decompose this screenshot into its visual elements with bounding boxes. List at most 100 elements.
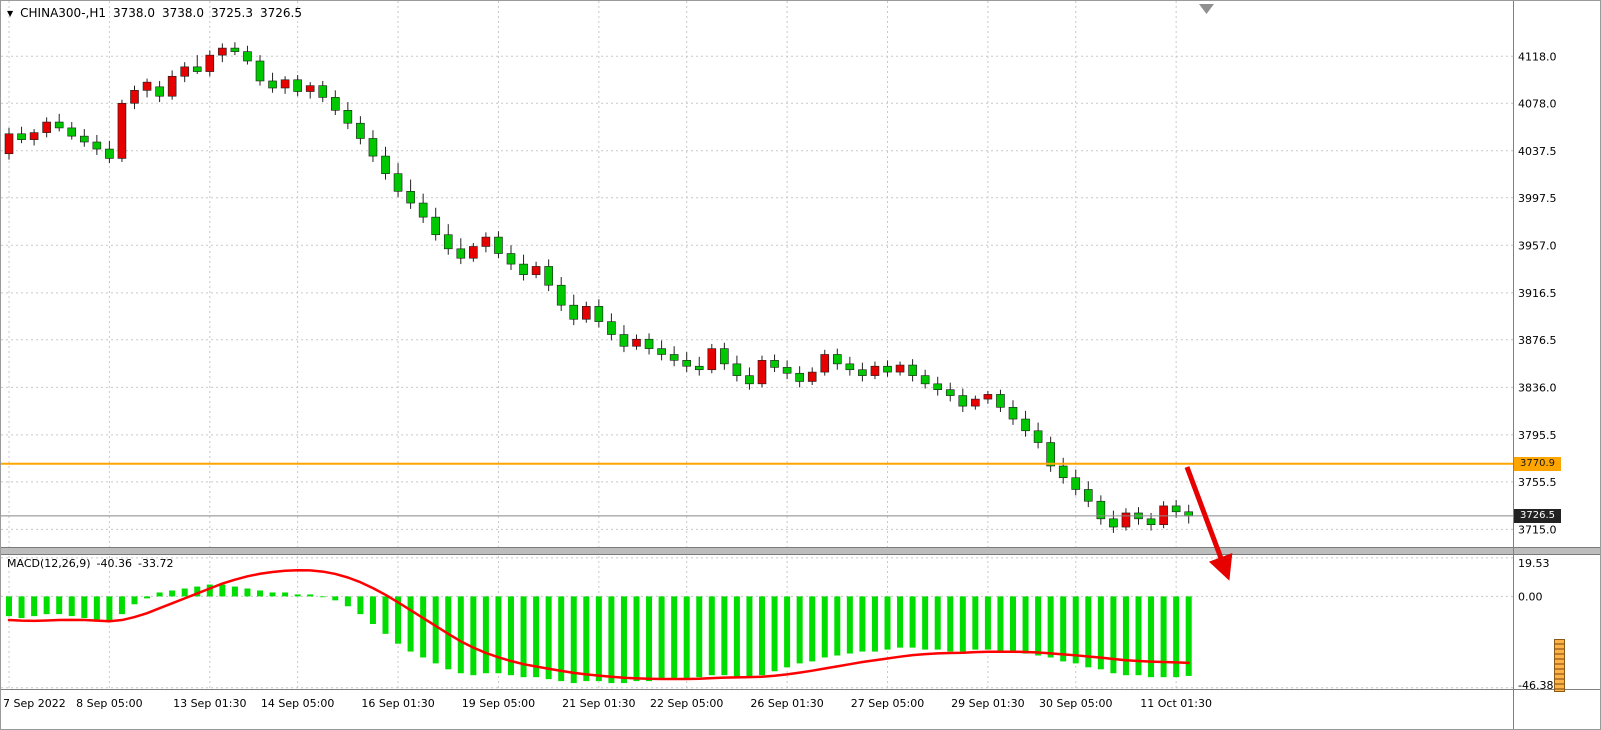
time-axis-label: 26 Sep 01:30 (750, 697, 823, 710)
candle-body (581, 306, 591, 320)
macd-bar (1072, 596, 1079, 664)
macd-tick-label: 19.53 (1518, 557, 1550, 570)
candle-body (644, 338, 654, 349)
candle-body (494, 236, 503, 254)
candle-body (167, 75, 177, 97)
macd-bar (934, 596, 941, 650)
macd-bar (257, 590, 263, 597)
macd-bar (1022, 596, 1029, 654)
macd-bar (169, 590, 176, 597)
macd-bar (1135, 596, 1142, 676)
candle-body (1159, 505, 1168, 525)
ohlc-open-value: 3738.0 (113, 6, 155, 20)
orange-level-price-badge: 3770.9 (1514, 457, 1561, 471)
candle-body (1121, 512, 1131, 528)
macd-bar (294, 594, 301, 597)
macd-bar (796, 596, 803, 664)
candle-body (318, 85, 328, 98)
symbol-info-bar: ▼ CHINA300-,H1 3738.0 3738.0 3725.3 3726… (7, 6, 302, 20)
candle-body (757, 360, 767, 385)
macd-bar (118, 596, 125, 615)
macd-bar (633, 596, 640, 682)
time-axis-label: 8 Sep 05:00 (76, 697, 142, 710)
candle-body (1046, 442, 1055, 467)
macd-bar (620, 596, 627, 684)
macd-bar (81, 596, 88, 619)
candle-body (1184, 511, 1193, 517)
macd-bar (470, 596, 477, 676)
macd-bar (646, 596, 653, 682)
trend-arrow-annotation (1184, 466, 1233, 581)
candle-body (17, 133, 26, 140)
macd-bar (809, 596, 816, 662)
candle-body (1071, 477, 1081, 490)
symbol-dropdown-icon[interactable]: ▼ (7, 8, 14, 18)
price-tick-label: 4118.0 (1518, 50, 1557, 63)
macd-bar (319, 596, 326, 598)
candle-body (456, 248, 466, 259)
candle-body (807, 371, 817, 382)
macd-bar (1110, 596, 1117, 674)
candle-body (682, 360, 692, 367)
candle-body (243, 51, 252, 62)
macd-bar (194, 586, 201, 597)
candle-body (1021, 418, 1030, 432)
macd-bar (43, 596, 50, 615)
candle-body (268, 80, 277, 89)
time-axis-label: 14 Sep 05:00 (261, 697, 334, 710)
macd-bar (545, 596, 552, 680)
candle-body (607, 321, 616, 335)
macd-bar (457, 596, 464, 674)
macd-bar (746, 596, 753, 678)
price-tick-label: 3957.0 (1518, 239, 1557, 252)
candle-body (218, 47, 227, 56)
macd-bar (972, 596, 979, 650)
macd-bar (395, 596, 402, 644)
candle-body (142, 81, 152, 91)
candle-body (669, 354, 679, 361)
macd-bar (570, 596, 577, 684)
chart-shift-marker[interactable] (1199, 4, 1214, 14)
time-axis-label: 22 Sep 05:00 (650, 697, 723, 710)
candle-body (406, 191, 415, 204)
candle-body (933, 383, 943, 390)
macd-bar (721, 596, 728, 676)
hlines-layer (1, 462, 1513, 517)
macd-layer (6, 568, 1192, 684)
macd-bar (696, 596, 703, 678)
price-tick-label: 3916.5 (1518, 287, 1557, 300)
macd-bar (947, 596, 954, 652)
candle-body (908, 364, 917, 376)
macd-bar (1185, 596, 1192, 676)
macd-bar (1060, 596, 1067, 662)
candle-body (130, 90, 139, 104)
macd-bar (1047, 596, 1054, 658)
candle-body (895, 364, 905, 373)
macd-bar (533, 596, 540, 678)
macd-bar (31, 596, 38, 617)
candle-body (4, 133, 14, 155)
macd-tick-label: -46.38 (1518, 679, 1553, 692)
time-axis-label: 29 Sep 01:30 (951, 697, 1024, 710)
time-axis-label: 19 Sep 05:00 (462, 697, 535, 710)
candle-body (330, 97, 340, 111)
candle-body (845, 363, 855, 371)
panel-separator[interactable] (1, 547, 1601, 555)
candle-body (1171, 505, 1181, 513)
candle-body (80, 135, 89, 143)
macd-name-label: MACD(12,26,9) (7, 557, 91, 570)
macd-bar (219, 584, 226, 597)
candle-body (67, 127, 77, 137)
scrollbar-thumb[interactable] (1554, 639, 1565, 692)
candle-body (1146, 518, 1156, 525)
candle-body (506, 253, 516, 265)
macd-bar (482, 596, 489, 674)
ohlc-close-value: 3726.5 (260, 6, 302, 20)
candle-body (945, 389, 955, 396)
macd-bar (282, 592, 289, 597)
macd-tick-label: 0.00 (1518, 590, 1543, 603)
candle-body (42, 121, 51, 133)
